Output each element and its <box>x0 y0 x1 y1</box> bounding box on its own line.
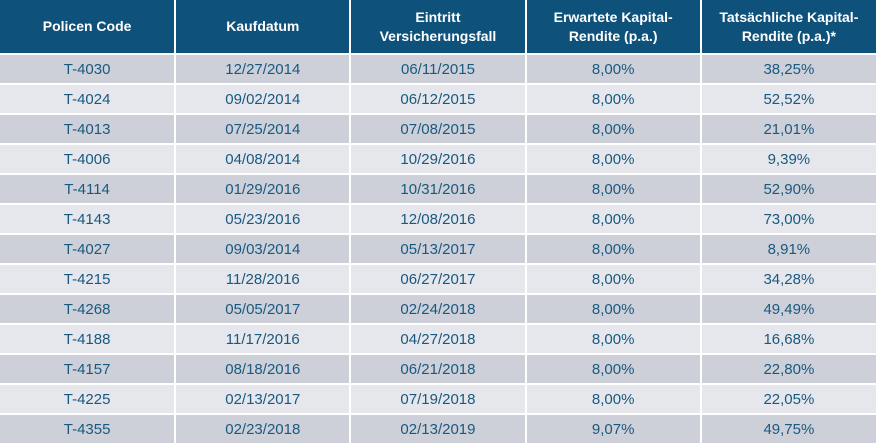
header-cell-policen-code: Policen Code <box>0 0 177 55</box>
cell-kaufdatum: 01/29/2016 <box>175 174 352 205</box>
table-row: T-4268 05/05/2017 02/24/2018 8,00% 49,49% <box>0 294 876 325</box>
cell-erwartete-kapital-rendite: 8,00% <box>525 114 702 145</box>
table-body: T-4030 12/27/2014 06/11/2015 8,00% 38,25% T-4… <box>0 54 876 445</box>
cell-policen-code: T-4225 <box>0 384 177 415</box>
table-row: T-4024 09/02/2014 06/12/2015 8,00% 52,52% <box>0 84 876 115</box>
cell-kaufdatum: 09/02/2014 <box>175 84 352 115</box>
cell-policen-code: T-4030 <box>0 54 177 85</box>
header-cell-erwartete-kapital-rendite: Erwartete Kapital-Rendite (p.a.) <box>525 0 702 55</box>
table-row: T-4030 12/27/2014 06/11/2015 8,00% 38,25% <box>0 54 876 85</box>
header-cell-tatsaechliche-kapital-rendite: Tatsächliche Kapital-Rendite (p.a.)* <box>700 0 876 55</box>
cell-eintritt-versicherungsfall: 04/27/2018 <box>350 324 527 355</box>
cell-eintritt-versicherungsfall: 06/12/2015 <box>350 84 527 115</box>
cell-policen-code: T-4143 <box>0 204 177 235</box>
cell-erwartete-kapital-rendite: 8,00% <box>525 54 702 85</box>
cell-erwartete-kapital-rendite: 8,00% <box>525 294 702 325</box>
cell-kaufdatum: 07/25/2014 <box>175 114 352 145</box>
cell-tatsaechliche-kapital-rendite: 52,90% <box>700 174 876 205</box>
cell-erwartete-kapital-rendite: 8,00% <box>525 174 702 205</box>
cell-policen-code: T-4215 <box>0 264 177 295</box>
cell-kaufdatum: 11/28/2016 <box>175 264 352 295</box>
header-cell-eintritt-versicherungsfall: Eintritt Versicherungsfall <box>350 0 527 55</box>
cell-policen-code: T-4355 <box>0 414 177 445</box>
cell-erwartete-kapital-rendite: 8,00% <box>525 84 702 115</box>
cell-kaufdatum: 09/03/2014 <box>175 234 352 265</box>
cell-eintritt-versicherungsfall: 12/08/2016 <box>350 204 527 235</box>
cell-tatsaechliche-kapital-rendite: 21,01% <box>700 114 876 145</box>
cell-tatsaechliche-kapital-rendite: 8,91% <box>700 234 876 265</box>
cell-policen-code: T-4268 <box>0 294 177 325</box>
cell-erwartete-kapital-rendite: 8,00% <box>525 204 702 235</box>
header-row: Policen Code Kaufdatum Eintritt Versiche… <box>0 0 876 55</box>
cell-erwartete-kapital-rendite: 8,00% <box>525 234 702 265</box>
cell-tatsaechliche-kapital-rendite: 22,05% <box>700 384 876 415</box>
cell-policen-code: T-4013 <box>0 114 177 145</box>
table-row: T-4027 09/03/2014 05/13/2017 8,00% 8,91% <box>0 234 876 265</box>
table-row: T-4188 11/17/2016 04/27/2018 8,00% 16,68% <box>0 324 876 355</box>
cell-kaufdatum: 05/23/2016 <box>175 204 352 235</box>
table-row: T-4355 02/23/2018 02/13/2019 9,07% 49,75% <box>0 414 876 445</box>
cell-policen-code: T-4027 <box>0 234 177 265</box>
cell-policen-code: T-4188 <box>0 324 177 355</box>
header-cell-kaufdatum: Kaufdatum <box>175 0 352 55</box>
cell-tatsaechliche-kapital-rendite: 9,39% <box>700 144 876 175</box>
cell-kaufdatum: 08/18/2016 <box>175 354 352 385</box>
cell-tatsaechliche-kapital-rendite: 38,25% <box>700 54 876 85</box>
table-row: T-4143 05/23/2016 12/08/2016 8,00% 73,00% <box>0 204 876 235</box>
cell-kaufdatum: 05/05/2017 <box>175 294 352 325</box>
table-header: Policen Code Kaufdatum Eintritt Versiche… <box>0 0 876 55</box>
cell-policen-code: T-4006 <box>0 144 177 175</box>
cell-eintritt-versicherungsfall: 06/21/2018 <box>350 354 527 385</box>
cell-tatsaechliche-kapital-rendite: 34,28% <box>700 264 876 295</box>
cell-erwartete-kapital-rendite: 8,00% <box>525 354 702 385</box>
cell-kaufdatum: 12/27/2014 <box>175 54 352 85</box>
cell-eintritt-versicherungsfall: 05/13/2017 <box>350 234 527 265</box>
cell-tatsaechliche-kapital-rendite: 52,52% <box>700 84 876 115</box>
cell-tatsaechliche-kapital-rendite: 49,49% <box>700 294 876 325</box>
cell-eintritt-versicherungsfall: 07/19/2018 <box>350 384 527 415</box>
cell-policen-code: T-4024 <box>0 84 177 115</box>
cell-kaufdatum: 02/23/2018 <box>175 414 352 445</box>
table-row: T-4215 11/28/2016 06/27/2017 8,00% 34,28% <box>0 264 876 295</box>
cell-erwartete-kapital-rendite: 8,00% <box>525 324 702 355</box>
table-row: T-4013 07/25/2014 07/08/2015 8,00% 21,01% <box>0 114 876 145</box>
cell-eintritt-versicherungsfall: 02/24/2018 <box>350 294 527 325</box>
table-row: T-4225 02/13/2017 07/19/2018 8,00% 22,05% <box>0 384 876 415</box>
cell-erwartete-kapital-rendite: 8,00% <box>525 144 702 175</box>
cell-eintritt-versicherungsfall: 07/08/2015 <box>350 114 527 145</box>
cell-erwartete-kapital-rendite: 8,00% <box>525 384 702 415</box>
cell-tatsaechliche-kapital-rendite: 16,68% <box>700 324 876 355</box>
cell-kaufdatum: 02/13/2017 <box>175 384 352 415</box>
cell-tatsaechliche-kapital-rendite: 49,75% <box>700 414 876 445</box>
cell-eintritt-versicherungsfall: 10/31/2016 <box>350 174 527 205</box>
cell-tatsaechliche-kapital-rendite: 22,80% <box>700 354 876 385</box>
cell-eintritt-versicherungsfall: 02/13/2019 <box>350 414 527 445</box>
cell-policen-code: T-4114 <box>0 174 177 205</box>
cell-eintritt-versicherungsfall: 10/29/2016 <box>350 144 527 175</box>
cell-eintritt-versicherungsfall: 06/27/2017 <box>350 264 527 295</box>
table-row: T-4157 08/18/2016 06/21/2018 8,00% 22,80% <box>0 354 876 385</box>
table-row: T-4006 04/08/2014 10/29/2016 8,00% 9,39% <box>0 144 876 175</box>
cell-kaufdatum: 04/08/2014 <box>175 144 352 175</box>
table-row: T-4114 01/29/2016 10/31/2016 8,00% 52,90% <box>0 174 876 205</box>
cell-erwartete-kapital-rendite: 8,00% <box>525 264 702 295</box>
cell-eintritt-versicherungsfall: 06/11/2015 <box>350 54 527 85</box>
cell-kaufdatum: 11/17/2016 <box>175 324 352 355</box>
cell-tatsaechliche-kapital-rendite: 73,00% <box>700 204 876 235</box>
cell-erwartete-kapital-rendite: 9,07% <box>525 414 702 445</box>
cell-policen-code: T-4157 <box>0 354 177 385</box>
